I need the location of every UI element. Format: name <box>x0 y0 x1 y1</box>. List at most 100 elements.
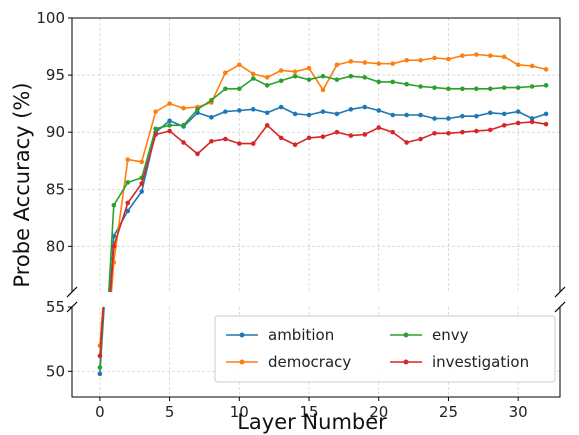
legend: ambition democracy envy investigation <box>214 315 556 383</box>
data-point-investigation <box>543 121 549 127</box>
x-axis-label: Layer Number <box>237 410 387 434</box>
data-point-ambition <box>529 116 535 121</box>
data-point-ambition <box>390 112 395 118</box>
legend-swatch-marker <box>403 332 409 338</box>
legend-label: envy <box>432 326 469 344</box>
data-point-democracy <box>250 71 256 77</box>
data-point-ambition <box>237 108 242 113</box>
y-axis-label: Probe Accuracy (%) <box>10 82 34 287</box>
data-point-ambition <box>334 111 340 117</box>
data-point-ambition <box>515 109 521 114</box>
series-investigation <box>97 119 549 359</box>
data-point-envy <box>111 202 117 208</box>
data-point-investigation <box>292 142 298 148</box>
data-point-envy <box>334 77 340 82</box>
data-point-investigation <box>264 123 270 128</box>
data-point-investigation <box>446 131 451 136</box>
data-point-investigation <box>97 353 103 359</box>
data-point-envy <box>264 83 270 88</box>
data-point-envy <box>390 79 395 85</box>
series-line-democracy <box>99 307 104 346</box>
y-tick-label: 85 <box>46 180 65 198</box>
legend-swatch-marker <box>239 359 245 365</box>
data-point-ambition <box>501 111 507 117</box>
data-point-investigation <box>362 132 368 137</box>
lower-panel-frame <box>71 307 561 398</box>
data-point-envy <box>515 85 521 90</box>
legend-item-investigation: investigation <box>390 353 529 371</box>
data-point-investigation <box>153 132 158 137</box>
data-point-democracy <box>362 60 368 65</box>
upper-panel-frame <box>71 17 561 292</box>
data-point-ambition <box>320 109 326 114</box>
data-point-democracy <box>529 63 535 69</box>
x-tick-label: 25 <box>439 403 458 421</box>
y-tick-label: 50 <box>46 362 65 380</box>
data-point-ambition <box>278 104 284 110</box>
data-point-investigation <box>376 125 382 130</box>
data-point-democracy <box>376 61 382 66</box>
y-tick-label: 95 <box>46 66 65 84</box>
data-point-ambition <box>376 108 382 113</box>
data-point-democracy <box>404 57 409 63</box>
data-point-envy <box>250 76 256 81</box>
data-point-envy <box>320 73 326 79</box>
data-point-ambition <box>460 113 465 119</box>
data-point-envy <box>97 365 103 370</box>
data-point-envy <box>167 123 172 128</box>
data-point-envy <box>529 84 535 89</box>
x-tick-label: 0 <box>95 403 105 421</box>
data-point-envy <box>237 86 242 92</box>
data-point-investigation <box>278 135 284 141</box>
data-point-envy <box>292 73 298 79</box>
data-point-envy <box>362 75 368 80</box>
data-point-democracy <box>223 70 228 76</box>
data-point-investigation <box>125 200 131 206</box>
data-point-democracy <box>237 62 242 68</box>
data-point-ambition <box>404 112 409 118</box>
data-point-democracy <box>334 62 340 68</box>
data-point-investigation <box>418 136 423 142</box>
data-point-investigation <box>404 140 409 145</box>
data-point-democracy <box>292 69 298 74</box>
data-point-investigation <box>432 131 437 136</box>
axis-break-mark <box>554 301 566 313</box>
data-point-democracy <box>264 75 270 80</box>
data-point-envy <box>125 180 131 185</box>
data-point-envy <box>460 86 465 92</box>
series-line-investigation <box>109 121 547 292</box>
data-point-ambition <box>306 112 312 118</box>
data-point-ambition <box>348 107 354 112</box>
x-tick-label: 30 <box>509 403 528 421</box>
data-point-envy <box>195 107 200 112</box>
data-point-ambition <box>250 107 256 112</box>
data-point-investigation <box>390 129 395 135</box>
data-point-democracy <box>501 54 507 60</box>
y-tick-label: 90 <box>46 123 65 141</box>
data-point-ambition <box>446 116 451 121</box>
axis-break-mark <box>66 286 78 298</box>
data-point-democracy <box>515 62 521 68</box>
data-point-investigation <box>209 139 214 144</box>
data-point-investigation <box>167 128 172 134</box>
legend-box <box>214 315 556 383</box>
data-point-democracy <box>167 101 172 106</box>
legend-label: investigation <box>432 353 529 371</box>
x-tick-label: 10 <box>230 403 249 421</box>
data-point-ambition <box>139 189 145 194</box>
y-tick-label: 55 <box>46 298 65 316</box>
data-point-ambition <box>432 116 437 121</box>
data-point-envy <box>348 73 354 79</box>
x-tick-label: 5 <box>165 403 175 421</box>
data-point-envy <box>543 83 549 88</box>
data-point-democracy <box>446 56 451 62</box>
data-point-investigation <box>306 135 312 141</box>
data-point-democracy <box>543 67 549 72</box>
data-point-envy <box>181 123 186 128</box>
data-point-investigation <box>237 141 242 146</box>
data-point-envy <box>306 77 312 82</box>
x-tick-label: 20 <box>369 403 388 421</box>
data-point-ambition <box>97 371 103 377</box>
series-line-ambition <box>109 106 547 292</box>
data-point-investigation <box>223 136 228 142</box>
